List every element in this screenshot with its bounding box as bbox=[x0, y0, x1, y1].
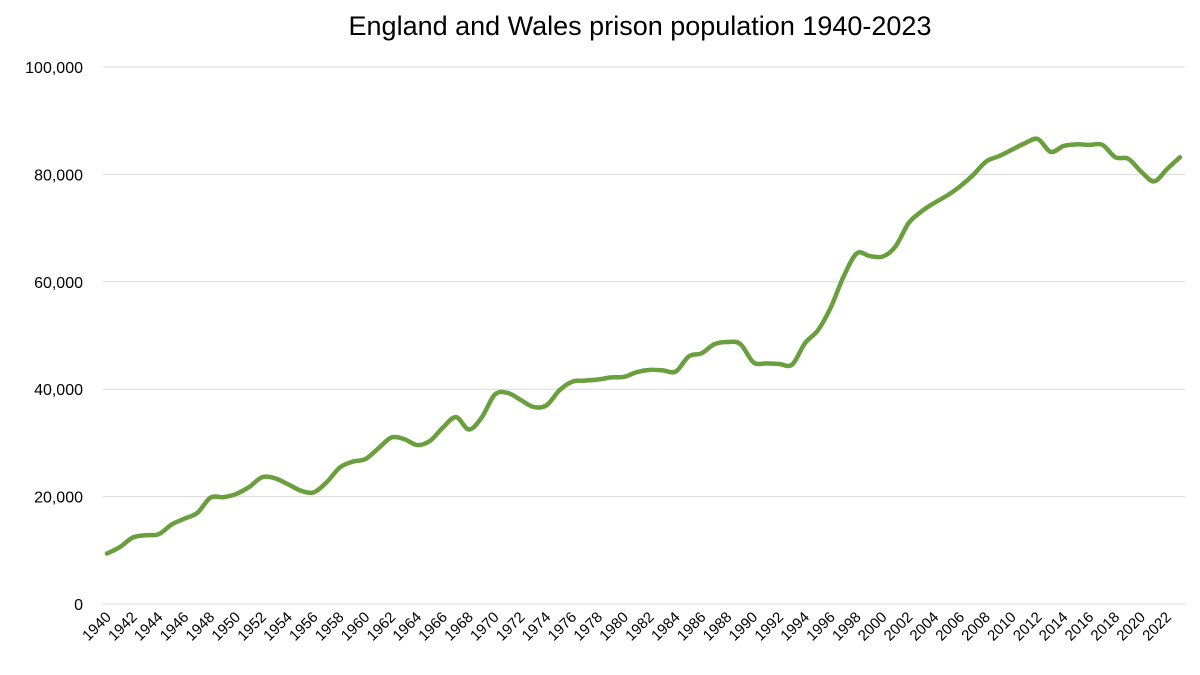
chart-title: England and Wales prison population 1940… bbox=[349, 11, 932, 41]
x-axis-ticks: 1940194219441946194819501952195419561958… bbox=[79, 609, 1175, 645]
y-tick-label: 20,000 bbox=[34, 490, 83, 507]
y-tick-label: 60,000 bbox=[34, 275, 83, 292]
y-tick-label: 80,000 bbox=[34, 167, 83, 184]
y-tick-label: 0 bbox=[74, 597, 83, 614]
gridlines bbox=[103, 66, 1185, 605]
x-tick-label: 2022 bbox=[1139, 609, 1175, 645]
y-tick-label: 40,000 bbox=[34, 382, 83, 399]
y-tick-label: 100,000 bbox=[25, 60, 83, 77]
series-layer bbox=[104, 136, 1183, 556]
y-axis-ticks: 0 20,000 40,000 60,000 80,000 100,000 bbox=[25, 60, 83, 614]
series-line bbox=[104, 136, 1183, 556]
